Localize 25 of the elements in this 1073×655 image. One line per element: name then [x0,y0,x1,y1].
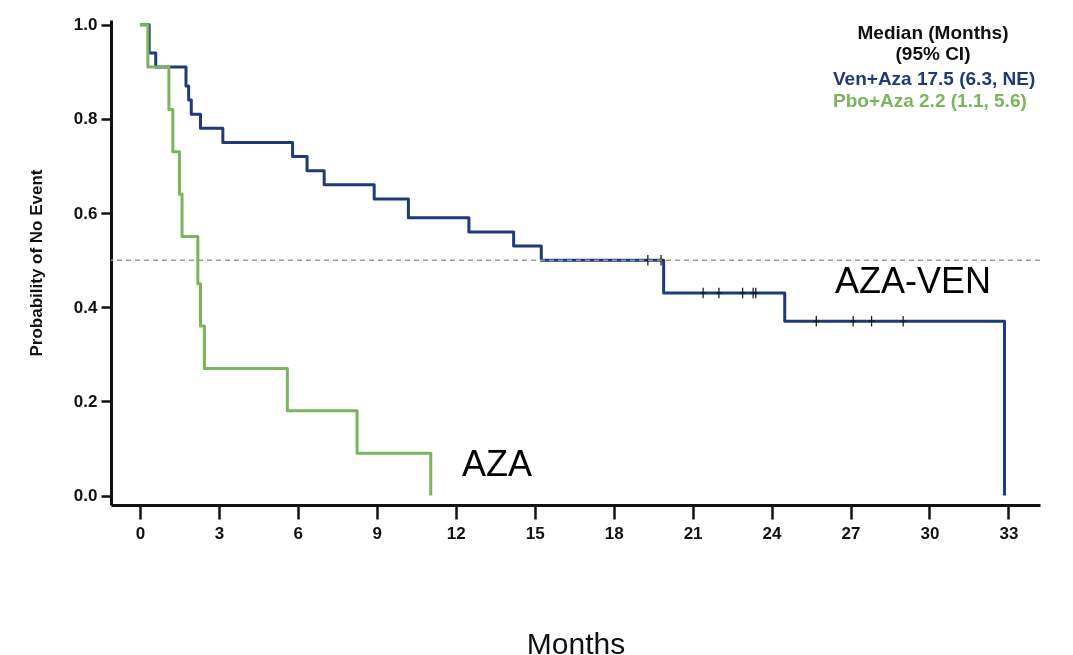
x-tick-label: 30 [920,523,940,543]
y-tick-label: 0.4 [73,297,99,317]
y-tick-label: 1.0 [73,15,98,35]
annotation: AZA [462,443,533,484]
x-tick-label: 15 [525,523,545,543]
x-tick-label: 6 [293,523,304,543]
annotation: AZA-VEN [835,260,992,301]
x-tick-label: 21 [683,523,703,543]
y-tick-label: 0.2 [73,391,98,411]
x-tick-label: 9 [372,523,383,543]
y-tick-label: 0.0 [73,486,98,506]
text: Ven+Aza 17.5 (6.3, NE) [833,67,1036,89]
legend-title: Median (Months) (95% CI) [857,22,1009,64]
x-tick-label: 12 [446,523,466,543]
x-axis-title: Months [526,626,626,655]
x-tick-label: 18 [604,523,624,543]
x-tick-label: 24 [762,523,783,543]
x-tick-label: 3 [214,523,225,543]
x-tick-label: 33 [999,523,1019,543]
x-tick-label: 27 [841,523,861,543]
text: Pbo+Aza 2.2 (1.1, 5.6) [833,89,1027,111]
x-tick-label: 0 [135,523,146,543]
y-axis-title: Probability of No Event [26,169,46,357]
y-tick-label: 0.6 [73,203,98,223]
y-tick-label: 0.8 [73,109,98,129]
